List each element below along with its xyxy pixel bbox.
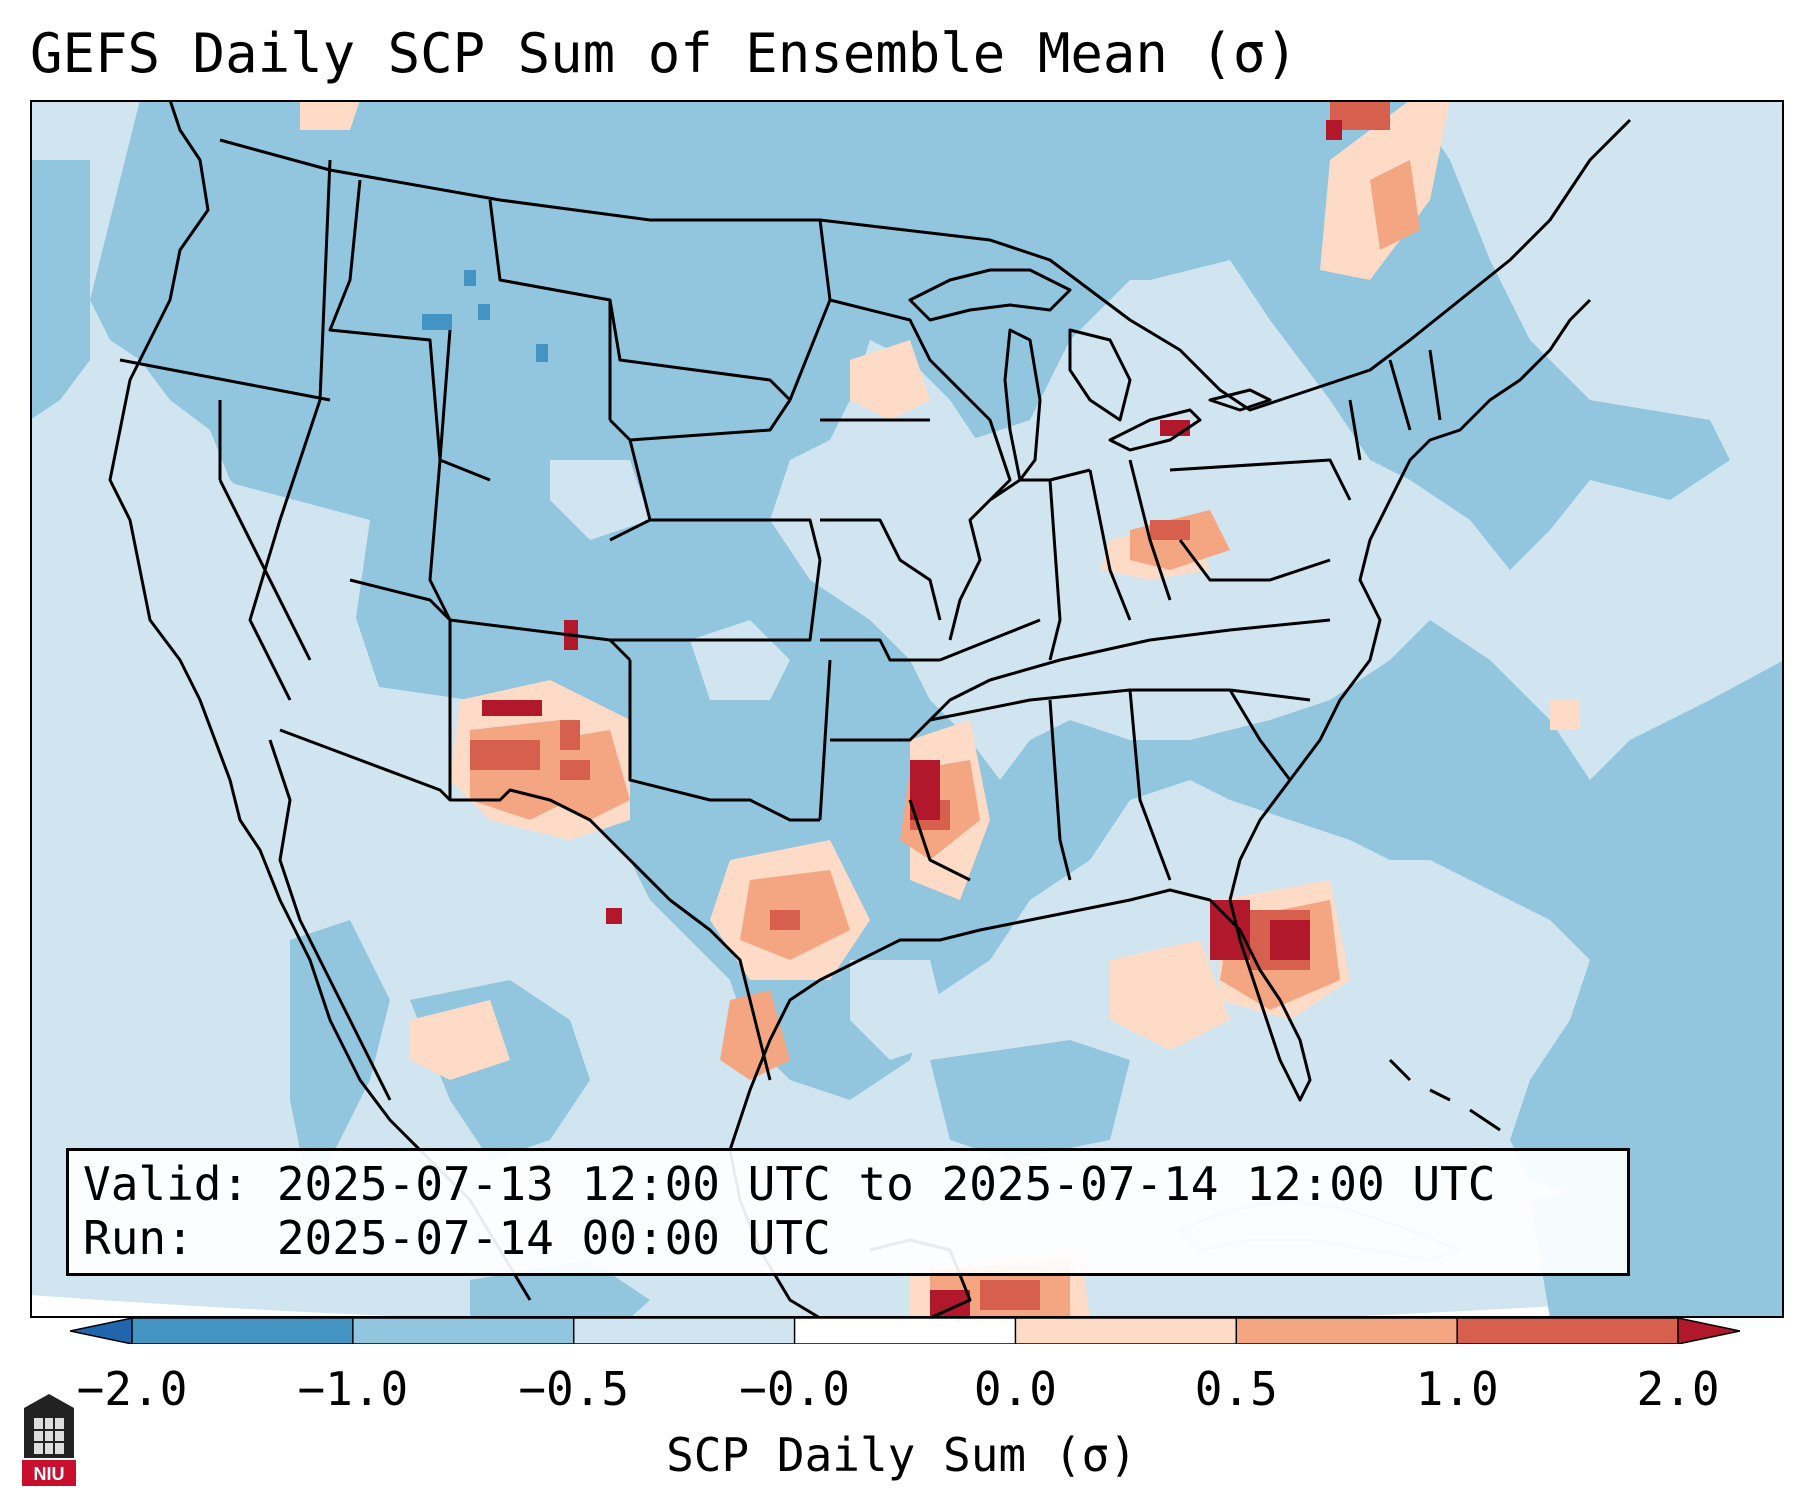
valid-run-box: Valid: 2025-07-13 12:00 UTC to 2025-07-1… (66, 1148, 1630, 1276)
gulf-coastline (728, 888, 1312, 1151)
colorbar-segment (1236, 1318, 1458, 1344)
west-coastline (108, 100, 532, 1301)
colorbar-tick-label: −1.0 (297, 1362, 409, 1416)
colorbar-tick-label: −0.5 (518, 1362, 630, 1416)
colorbar-segment (1457, 1318, 1679, 1344)
colorbar-under-arrow (70, 1318, 132, 1344)
colorbar-tick-label: 1.0 (1415, 1362, 1499, 1416)
colorbar-segment (1015, 1318, 1237, 1344)
colorbar (70, 1318, 1740, 1344)
colorbar-segment (352, 1318, 575, 1344)
colorbar-tick-label: −2.0 (76, 1362, 188, 1416)
state-borders (119, 159, 1442, 882)
run-time-line: Run: 2025-07-14 00:00 UTC (83, 1211, 831, 1265)
colorbar-segment (794, 1318, 1016, 1344)
colorbar-tick-label: 2.0 (1636, 1362, 1720, 1416)
colorbar-segment (573, 1318, 796, 1344)
colorbar-label: SCP Daily Sum (σ) (666, 1428, 1137, 1482)
us-mexico-border (279, 728, 772, 1081)
lake-michigan (1003, 328, 1042, 482)
lake-huron (1068, 328, 1132, 422)
map-frame (30, 100, 1784, 1318)
lake-superior (908, 268, 1072, 322)
colorbar-tick-label: 0.5 (1194, 1362, 1278, 1416)
colorbar-tick-label: 0.0 (973, 1362, 1057, 1416)
niu-logo: NIU (22, 1394, 76, 1486)
lake-ontario (1208, 388, 1272, 412)
map-title: GEFS Daily SCP Sum of Ensemble Mean (σ) (30, 22, 1298, 85)
logo-text: NIU (34, 1464, 65, 1484)
field-extreme-positive (482, 120, 1342, 1318)
scp-map[interactable] (30, 100, 1784, 1318)
colorbar-tick-label: −0.0 (739, 1362, 850, 1416)
bahamas (1388, 1058, 1501, 1132)
colorbar-over-arrow (1678, 1318, 1740, 1344)
us-canada-border (219, 118, 1632, 412)
field-strong-negative (422, 270, 548, 362)
baja-coastline (268, 739, 392, 1101)
lake-erie (1108, 408, 1202, 452)
valid-time-line: Valid: 2025-07-13 12:00 UTC to 2025-07-1… (83, 1157, 1496, 1211)
colorbar-segment (132, 1318, 354, 1344)
